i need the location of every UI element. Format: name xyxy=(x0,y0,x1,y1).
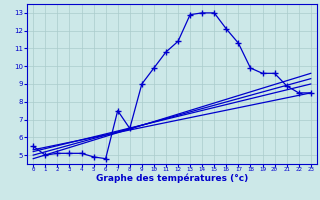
X-axis label: Graphe des températures (°c): Graphe des températures (°c) xyxy=(96,173,248,183)
